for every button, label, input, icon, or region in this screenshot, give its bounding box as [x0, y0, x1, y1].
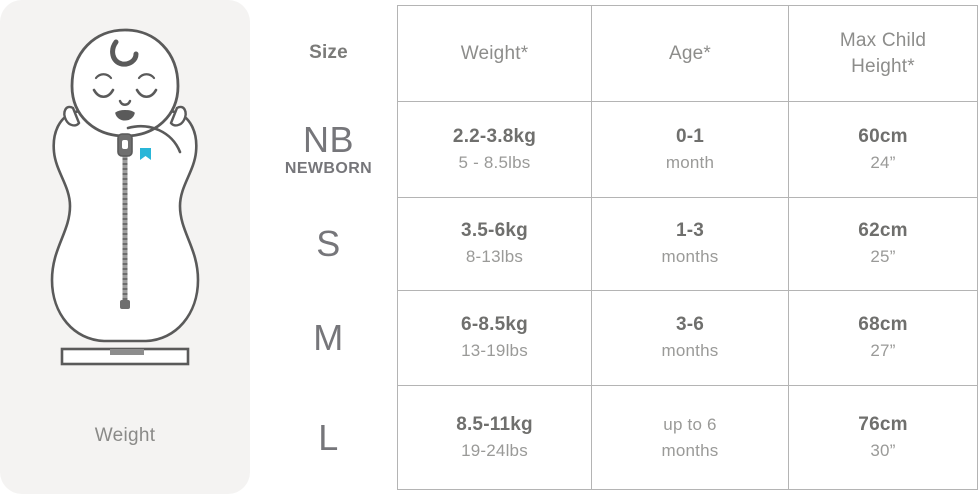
height-imperial: 30” [870, 440, 896, 460]
age-unit: months [661, 341, 719, 360]
smiling-mouth [115, 109, 135, 121]
table-row: NB NEWBORN 2.2-3.8kg 5 - 8.5lbs 0-1 mont… [260, 101, 978, 197]
weight-imperial: 13-19lbs [461, 341, 528, 360]
age-unit: months [661, 247, 719, 266]
zipper-pull-slot [122, 140, 128, 149]
weight-metric: 3.5-6kg [461, 220, 528, 241]
size-abbrev: L [318, 416, 339, 458]
age-unit: month [665, 152, 715, 172]
weight-imperial: 8-13lbs [465, 247, 524, 266]
hair-curl [110, 39, 139, 67]
weight-metric: 6-8.5kg [461, 314, 528, 335]
table-row: L 8.5-11kg 19-24lbs up to 6 months 76cm … [260, 385, 978, 490]
weight-metric: 8.5-11kg [456, 413, 533, 435]
table-row: S 3.5-6kg 8-13lbs 1-3 months 62cm 25” [260, 197, 978, 290]
swaddle-fold [126, 125, 182, 154]
row-age-small: 1-3 months [591, 197, 788, 290]
row-age-newborn: 0-1 month [591, 101, 788, 197]
header-cell-weight: Weight* [397, 5, 591, 101]
right-eye-closed [135, 88, 158, 99]
size-abbrev: NB [302, 118, 354, 160]
header-label-age: Age* [668, 42, 711, 64]
row-age-large: up to 6 months [591, 385, 788, 490]
left-ear-shape [63, 105, 81, 127]
panel-caption: Weight [94, 425, 156, 446]
age-unit: months [661, 440, 719, 460]
header-cell-size: Size [260, 5, 397, 101]
row-height-newborn: 60cm 24” [788, 101, 978, 197]
age-range: up to 6 [663, 414, 717, 434]
row-height-small: 62cm 25” [788, 197, 978, 290]
right-eyebrow [137, 73, 156, 80]
height-metric: 68cm [858, 314, 908, 335]
illustration-panel: Weight [0, 0, 250, 494]
height-imperial: 24” [870, 152, 896, 172]
row-weight-newborn: 2.2-3.8kg 5 - 8.5lbs [397, 101, 591, 197]
row-weight-large: 8.5-11kg 19-24lbs [397, 385, 591, 490]
row-size-large: L [260, 385, 397, 490]
height-metric: 62cm [858, 220, 908, 241]
row-size-small: S [260, 197, 397, 290]
row-weight-medium: 6-8.5kg 13-19lbs [397, 290, 591, 385]
table-row: M 6-8.5kg 13-19lbs 3-6 months 68cm 27” [260, 290, 978, 385]
scale-display [110, 349, 144, 355]
header-cell-age: Age* [591, 5, 788, 101]
header-cell-max-child-height: Max Child Height* [788, 5, 978, 101]
swaddled-baby-on-scale-illustration [50, 28, 200, 366]
size-table: Size Weight* Age* Max Child Height* NB N… [260, 5, 978, 490]
right-ear-shape [169, 105, 187, 127]
size-full-name: NEWBORN [284, 159, 373, 177]
size-abbrev: M [313, 316, 344, 358]
left-eyebrow [94, 73, 113, 80]
header-label-size: Size [309, 42, 348, 63]
row-height-large: 76cm 30” [788, 385, 978, 490]
row-size-medium: M [260, 290, 397, 385]
row-size-newborn: NB NEWBORN [260, 101, 397, 197]
height-imperial: 25” [870, 247, 896, 266]
weight-imperial: 19-24lbs [461, 440, 528, 460]
height-metric: 60cm [858, 125, 908, 147]
brand-tag-icon [140, 148, 151, 160]
row-height-medium: 68cm 27” [788, 290, 978, 385]
row-weight-small: 3.5-6kg 8-13lbs [397, 197, 591, 290]
age-range: 3-6 [675, 314, 705, 335]
nose [118, 99, 132, 106]
zipper-stop [120, 300, 130, 309]
size-abbrev: S [316, 222, 341, 264]
height-metric: 76cm [858, 413, 908, 435]
height-imperial: 27” [870, 341, 896, 360]
header-label-max-child-height-line1: Max Child [839, 29, 927, 51]
left-eye-closed [92, 88, 115, 99]
header-label-max-child-height-line2: Height* [851, 55, 915, 77]
table-header-row: Size Weight* Age* Max Child Height* [260, 5, 978, 101]
row-age-medium: 3-6 months [591, 290, 788, 385]
weight-imperial: 5 - 8.5lbs [458, 152, 531, 172]
weight-metric: 2.2-3.8kg [452, 125, 537, 147]
header-label-weight: Weight* [460, 42, 529, 64]
age-range: 0-1 [675, 125, 705, 147]
age-range: 1-3 [675, 220, 705, 241]
